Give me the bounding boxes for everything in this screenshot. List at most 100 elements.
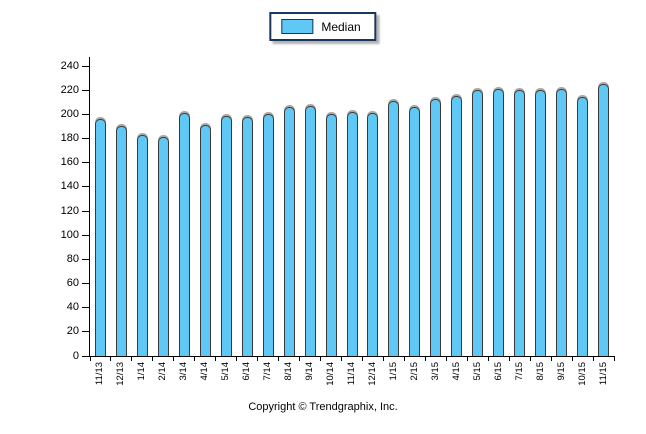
y-tick-label: 160	[60, 156, 79, 169]
y-axis-tick	[82, 355, 89, 357]
bar-6/15	[493, 88, 505, 356]
bar-11/13	[94, 119, 106, 356]
x-axis-tick	[361, 356, 363, 361]
x-axis-tick	[466, 356, 468, 361]
y-tick-label: 20	[66, 325, 79, 338]
bar-12/13	[115, 126, 127, 356]
y-axis-tick	[82, 138, 89, 139]
x-axis-tick	[445, 356, 447, 361]
x-tick-label: 5/15	[471, 362, 483, 381]
bar-8/14	[283, 107, 295, 356]
x-tick-label: 3/14	[178, 362, 190, 381]
bar-5/15	[472, 90, 484, 356]
y-tick-label: 60	[66, 277, 79, 289]
x-tick-label: 4/14	[199, 362, 211, 381]
x-axis-tick	[89, 356, 91, 361]
x-tick-label: 2/14	[157, 362, 169, 381]
x-axis-tick	[592, 356, 594, 361]
bar-11/15	[598, 84, 610, 356]
x-axis-tick	[236, 356, 238, 361]
y-tick-label: 240	[60, 59, 79, 72]
bar-8/15	[535, 90, 547, 356]
x-axis-tick	[215, 356, 217, 361]
bar-1/15	[388, 101, 400, 356]
x-axis-tick	[320, 356, 322, 361]
y-tick-label: 0	[72, 349, 79, 362]
bar-11/14	[346, 111, 358, 356]
x-axis-tick	[613, 356, 615, 361]
x-axis-tick	[131, 356, 133, 361]
x-tick-label: 3/15	[429, 362, 441, 381]
bar-4/15	[451, 96, 463, 356]
y-tick-label: 140	[60, 180, 79, 193]
bar-6/14	[241, 116, 253, 356]
y-axis-tick	[82, 65, 89, 67]
x-tick-label: 5/14	[220, 362, 232, 381]
x-tick-label: 12/13	[115, 362, 127, 386]
x-axis-tick	[278, 356, 280, 361]
bar-5/14	[220, 115, 232, 356]
x-axis-tick	[173, 356, 175, 361]
x-tick-label: 11/15	[597, 362, 609, 386]
x-tick-label: 10/15	[576, 362, 588, 386]
y-axis-tick	[82, 331, 89, 333]
bar-2/14	[157, 137, 169, 356]
x-axis-tick	[550, 356, 552, 361]
x-tick-label: 7/15	[513, 362, 525, 381]
y-tick-label: 120	[60, 204, 79, 217]
x-tick-label: 12/14	[366, 362, 378, 386]
y-tick-label: 200	[60, 107, 79, 120]
y-axis-tick	[82, 307, 89, 309]
x-tick-label: 4/15	[450, 362, 462, 381]
y-axis-tick	[82, 234, 89, 236]
x-tick-label: 9/14	[304, 362, 316, 381]
x-axis-tick	[403, 356, 405, 361]
bar-3/14	[178, 113, 190, 356]
x-axis-tick	[299, 356, 301, 361]
x-tick-label: 6/14	[241, 362, 253, 381]
x-tick-label: 2/15	[408, 362, 420, 381]
bar-9/14	[304, 105, 316, 356]
x-tick-label: 11/13	[94, 362, 106, 386]
y-tick-label: 100	[60, 228, 79, 241]
x-axis-tick	[341, 356, 343, 361]
y-axis-tick	[82, 89, 89, 91]
x-tick-label: 8/15	[534, 362, 546, 381]
y-tick-label: 80	[66, 252, 79, 265]
x-tick-label: 9/15	[555, 362, 567, 381]
x-tick-label: 11/14	[346, 362, 357, 386]
bar-10/15	[577, 97, 589, 356]
y-axis-tick	[82, 258, 89, 260]
x-tick-label: 1/14	[136, 362, 148, 381]
bar-1/14	[136, 134, 148, 356]
y-axis-tick	[82, 186, 89, 188]
y-axis-tick	[82, 210, 89, 212]
x-tick-label: 8/14	[283, 362, 295, 381]
x-axis-tick	[194, 356, 196, 361]
bar-7/14	[262, 114, 274, 356]
bar-4/14	[199, 125, 211, 356]
x-axis-tick	[487, 356, 489, 361]
x-axis-tick	[152, 356, 154, 361]
x-axis-tick	[508, 356, 510, 361]
x-tick-label: 6/15	[492, 362, 504, 381]
x-axis-tick	[529, 356, 531, 361]
bar-12/14	[367, 113, 379, 356]
y-tick-label: 40	[66, 301, 79, 314]
y-axis-tick	[82, 162, 89, 164]
x-tick-label: 10/14	[325, 362, 337, 386]
x-tick-label: 7/14	[262, 362, 274, 381]
legend: Median	[269, 12, 377, 41]
y-axis-tick	[82, 113, 89, 115]
copyright-text: Copyright © Trendgraphix, Inc.	[248, 401, 398, 413]
y-tick-label: 220	[60, 83, 79, 96]
plot-area: 0 20 40 60 80 100 120 140 160 180 200 220 240 11/13 12…	[61, 57, 615, 386]
bar-3/15	[430, 98, 442, 356]
legend-label-median: Median	[321, 19, 361, 34]
bar-10/14	[325, 114, 337, 356]
bar-2/15	[409, 107, 421, 356]
x-axis-tick	[424, 356, 426, 361]
x-tick-label: 1/15	[387, 362, 399, 381]
bar-7/15	[514, 90, 526, 356]
